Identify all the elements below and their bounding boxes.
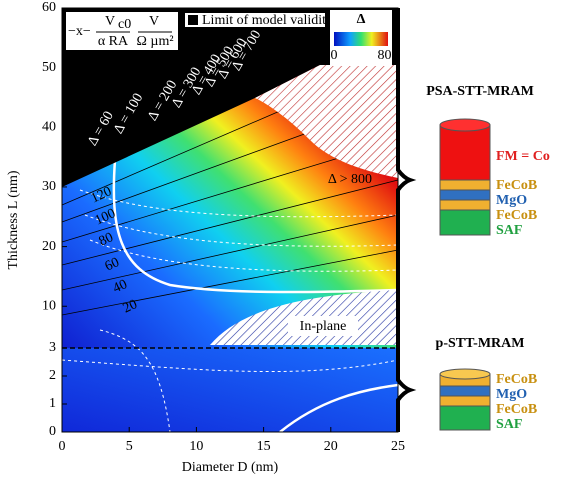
vc-label: 20 [121, 297, 140, 317]
legend-num: V [105, 14, 115, 29]
y-axis-title: Thickness L (nm) [6, 170, 21, 269]
region-box [288, 316, 358, 336]
colorbar-tick-label: 0 [331, 48, 338, 63]
stack-lower: p-STT-MRAM FeCoB MgO FeCoB SAF [436, 336, 538, 432]
legend-num-sub: c0 [118, 17, 131, 32]
y-tick-label: 20 [42, 239, 56, 254]
legend-den: α RA [98, 34, 129, 49]
vc-label: 40 [111, 277, 130, 297]
layer [439, 189, 491, 201]
colorbar-tick-label: 800 [378, 48, 399, 63]
vc-label: 60 [103, 255, 122, 275]
right-border [396, 8, 417, 432]
layer-label: MgO [496, 387, 527, 402]
layer-top [439, 118, 491, 132]
y-tick-label: 50 [42, 60, 56, 75]
heatmap [62, 348, 398, 432]
solid-contours [112, 159, 399, 433]
layer [439, 209, 491, 236]
x-tick-label: 15 [257, 439, 271, 454]
colorbar-label: Δ [357, 12, 366, 27]
layer-label: FM = Co [496, 149, 550, 164]
layer-label: FeCoB [496, 208, 537, 223]
layer-label: SAF [496, 417, 522, 432]
layer-label: FeCoB [496, 372, 537, 387]
stack-title: p-STT-MRAM [436, 336, 525, 351]
legend-marker: −x− [68, 24, 91, 39]
layer [439, 199, 491, 211]
high-delta-region [255, 65, 398, 178]
vc-label: 80 [97, 230, 116, 250]
legend-box [66, 12, 178, 50]
y-tick-label: 60 [42, 0, 56, 15]
layer [439, 405, 491, 431]
stack-upper: PSA-STT-MRAM FM = Co FeCoB MgO FeCoB SAF [426, 84, 550, 238]
region-label: Δ > 800 [328, 172, 372, 187]
x-tick-label: 0 [59, 439, 66, 454]
y-tick-label: 10 [42, 298, 56, 313]
layer [439, 179, 491, 191]
y-tick-label: 3 [49, 340, 56, 355]
layer [439, 124, 491, 181]
y-tick-label: 1 [49, 396, 56, 411]
legend-unit-den: Ω µm² [136, 34, 173, 49]
layer [439, 395, 491, 407]
legend-swatch [188, 15, 198, 25]
layer-top [439, 368, 491, 380]
x-axis-title: Diameter D (nm) [182, 460, 279, 475]
y-tick-label: 40 [42, 120, 56, 135]
layer-label: FeCoB [496, 178, 537, 193]
x-tick-label: 20 [324, 439, 338, 454]
y-tick-label: 0 [49, 424, 56, 439]
legend-box [185, 13, 325, 27]
x-tick-label: 25 [391, 439, 405, 454]
layer-label: FeCoB [496, 402, 537, 417]
stack-title: PSA-STT-MRAM [426, 84, 534, 99]
plot: −x− V c0 α RA V Ω µm² Limit of model val… [61, 7, 417, 433]
y-tick-label: 2 [49, 368, 56, 383]
legend-unit-num: V [149, 14, 159, 29]
colorbar [334, 32, 388, 46]
y-tick-label: 30 [42, 179, 56, 194]
dashed-contours [61, 189, 399, 433]
legend-limit: Limit of model validity [202, 13, 333, 28]
x-tick-label: 10 [189, 439, 203, 454]
region-label: In-plane [300, 319, 347, 334]
frame [61, 7, 399, 433]
layer-label: SAF [496, 223, 522, 238]
layer [439, 385, 491, 397]
invalid-region [62, 8, 398, 187]
x-tick-label: 5 [126, 439, 133, 454]
layer-label: MgO [496, 193, 527, 208]
